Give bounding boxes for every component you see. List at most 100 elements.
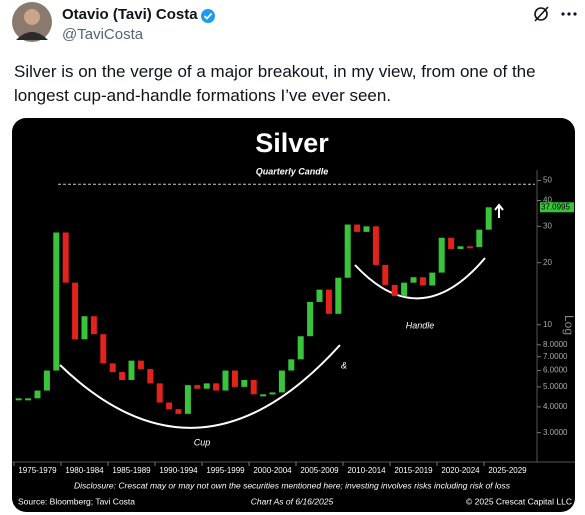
candle — [156, 383, 163, 403]
candle — [307, 301, 314, 337]
candle — [90, 316, 97, 335]
verified-check — [203, 12, 213, 20]
x-tick-label: 1980-1984 — [65, 466, 104, 475]
y-tick-label: 7.0000 — [543, 352, 568, 361]
candle — [438, 237, 445, 273]
x-tick-label: 2000-2004 — [253, 466, 292, 475]
candle — [231, 370, 238, 387]
more-dot — [567, 12, 571, 16]
candle — [325, 289, 332, 314]
candle — [476, 229, 483, 248]
x-tick-label: 2005-2009 — [300, 466, 339, 475]
y-tick-label: 8.0000 — [543, 340, 568, 349]
candle — [213, 383, 220, 391]
candle — [382, 264, 389, 285]
y-tick-label: 4.0000 — [543, 402, 568, 411]
chart-subtitle: Quarterly Candle — [256, 166, 329, 176]
tweet-text: Silver is on the verge of a major breako… — [14, 62, 536, 105]
candle — [43, 370, 50, 391]
avatar-face — [24, 9, 40, 25]
candle — [175, 409, 182, 414]
candle — [203, 383, 210, 389]
handle-arc — [354, 257, 486, 300]
candle — [401, 282, 408, 296]
candle — [81, 316, 88, 340]
more-dot[interactable] — [561, 12, 565, 16]
price-tag: 37.0995 — [541, 202, 570, 211]
candle — [25, 398, 32, 401]
candle — [429, 272, 436, 286]
candle — [391, 284, 398, 296]
candle — [260, 394, 267, 397]
y-tick-label: 30 — [543, 221, 552, 230]
candle — [147, 369, 154, 384]
axis-label: Log — [562, 315, 576, 335]
as-of: Chart As of 6/16/2025 — [251, 496, 334, 506]
y-tick-label: 5.0000 — [543, 382, 568, 391]
user-name[interactable]: Otavio (Tavi) Costa — [62, 6, 198, 23]
avatar-body — [16, 32, 48, 40]
disclosure: Disclosure: Crescat may or may not own t… — [74, 480, 511, 490]
candle — [166, 402, 173, 410]
verified-badge — [201, 9, 215, 23]
candle — [222, 370, 229, 391]
candle — [485, 207, 492, 230]
x-tick-label: 1990-1994 — [159, 466, 198, 475]
candle — [250, 379, 257, 395]
candle — [457, 246, 464, 249]
candle — [137, 360, 144, 370]
candle — [419, 277, 426, 286]
x-tick-label: 1975-1979 — [18, 466, 57, 475]
candle — [194, 385, 201, 389]
y-tick-label: 10 — [543, 320, 552, 329]
x-tick-label: 2010-2014 — [347, 466, 386, 475]
candle — [372, 226, 379, 265]
x-tick-label: 2020-2024 — [441, 466, 480, 475]
grok-icon[interactable] — [534, 6, 549, 22]
candle — [62, 232, 69, 283]
y-tick-label: 40 — [543, 196, 552, 205]
copyright: © 2025 Crescat Capital LLC — [466, 496, 572, 506]
candle — [278, 370, 285, 393]
candle — [184, 385, 191, 414]
candle — [100, 334, 107, 364]
candle — [128, 360, 135, 380]
candle — [354, 224, 361, 232]
candle — [72, 282, 79, 340]
x-tick-label: 1985-1989 — [112, 466, 151, 475]
x-tick-label: 1995-1999 — [206, 466, 245, 475]
source: Source: Bloomberg; Tavi Costa — [18, 496, 135, 506]
y-tick-label: 50 — [543, 176, 552, 185]
x-tick-label: 2025-2029 — [488, 466, 527, 475]
cup-label: Cup — [194, 437, 211, 447]
chart-background[interactable] — [12, 118, 575, 512]
candle — [466, 246, 473, 249]
candle — [344, 224, 351, 278]
candle — [448, 237, 455, 249]
candle — [34, 390, 41, 399]
chart-title: Silver — [255, 128, 329, 158]
cup-arc — [59, 344, 341, 429]
y-tick-label: 6.0000 — [543, 366, 568, 375]
y-tick-label: 20 — [543, 258, 552, 267]
candle — [119, 372, 126, 380]
candle — [269, 392, 276, 395]
candle — [15, 398, 22, 401]
more-dot — [573, 12, 577, 16]
amp-label: & — [341, 360, 347, 370]
candle — [363, 226, 370, 232]
candle — [241, 379, 248, 387]
handle-label: Handle — [406, 320, 435, 330]
candle — [288, 359, 295, 371]
price-tag-bg — [540, 202, 574, 213]
y-tick-label: 3.0000 — [543, 428, 568, 437]
candle — [316, 289, 323, 302]
candle — [335, 277, 342, 314]
user-handle[interactable]: @TaviCosta — [62, 26, 144, 43]
x-tick-label: 2015-2019 — [394, 466, 433, 475]
candle — [53, 232, 60, 371]
candle — [410, 277, 417, 283]
candle — [297, 336, 304, 360]
